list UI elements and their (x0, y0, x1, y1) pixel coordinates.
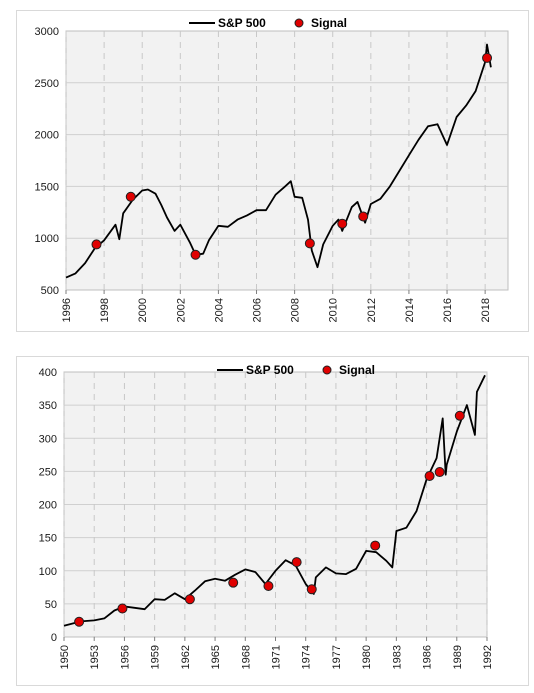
x-tick-label: 1971 (271, 645, 283, 669)
x-tick-label: 2016 (442, 298, 454, 322)
x-tick-label: 1992 (482, 645, 494, 669)
x-tick-label: 1989 (452, 645, 464, 669)
legend-marker-signal (322, 365, 332, 375)
x-tick-label: 2014 (404, 298, 416, 322)
y-tick-label: 500 (41, 285, 59, 297)
x-tick-label: 2008 (290, 298, 302, 322)
signal-point (91, 239, 102, 250)
sp500-series-line (65, 43, 492, 279)
signal-point (306, 584, 317, 595)
plot-area (65, 30, 509, 291)
y-tick-label: 50 (45, 599, 57, 611)
y-tick-label: 3000 (35, 26, 59, 38)
y-tick-label: 2500 (35, 78, 59, 90)
x-tick-label: 2018 (480, 298, 492, 322)
y-tick-label: 400 (39, 367, 57, 379)
signal-point (454, 410, 465, 421)
chart-panel-2: 0 50 100 150 200 250 300 350 400 1950 1953 1956 1959… (16, 356, 529, 686)
x-tick-label: 1953 (89, 645, 101, 669)
x-tick-label: 1983 (391, 645, 403, 669)
y-tick-label: 100 (39, 566, 57, 578)
signal-point (291, 557, 302, 568)
x-tick-label: 1950 (59, 645, 71, 669)
legend-marker-signal (294, 18, 304, 28)
x-tick-label: 1962 (180, 645, 192, 669)
signal-point (263, 580, 274, 591)
x-tick-label: 1977 (331, 645, 343, 669)
legend-label-sp500: S&P 500 (218, 16, 266, 30)
x-tick-label: 1974 (301, 645, 313, 669)
signal-point (370, 540, 381, 551)
x-tick-label: 1998 (99, 298, 111, 322)
sp500-series-line (63, 374, 486, 627)
signal-point (74, 616, 85, 627)
x-tick-label: 1956 (119, 645, 131, 669)
x-tick-label: 1980 (361, 645, 373, 669)
signal-point (482, 52, 493, 63)
signal-point (190, 249, 201, 260)
x-tick-label: 2010 (328, 298, 340, 322)
chart-2-svg: 0 50 100 150 200 250 300 350 400 1950 1953 1956 1959… (39, 363, 494, 669)
signal-point (358, 211, 369, 222)
legend-label-sp500: S&P 500 (246, 363, 294, 377)
y-tick-label: 300 (39, 433, 57, 445)
y-tick-label: 1000 (35, 233, 59, 245)
x-tick-label: 2002 (175, 298, 187, 322)
signal-point (304, 238, 315, 249)
signal-point (434, 467, 445, 478)
signal-point (184, 594, 195, 605)
x-tick-label: 1965 (210, 645, 222, 669)
y-tick-label: 250 (39, 466, 57, 478)
y-tick-label: 200 (39, 500, 57, 512)
x-tick-label: 1986 (422, 645, 434, 669)
x-tick-label: 2012 (366, 298, 378, 322)
signal-point (424, 471, 435, 482)
y-tick-label: 350 (39, 400, 57, 412)
x-tick-label: 1968 (240, 645, 252, 669)
legend-label-signal: Signal (339, 363, 375, 377)
y-tick-label: 2000 (35, 130, 59, 142)
x-tick-label: 2004 (213, 298, 225, 322)
y-tick-label: 150 (39, 533, 57, 545)
x-tick-label: 2006 (252, 298, 264, 322)
signal-point (125, 191, 136, 202)
y-tick-label: 0 (51, 632, 57, 644)
signal-point (228, 577, 239, 588)
x-tick-label: 2000 (137, 298, 149, 322)
x-tick-label: 1959 (150, 645, 162, 669)
signal-point (117, 603, 128, 614)
signal-point (337, 218, 348, 229)
chart-panel-1: 500 1000 1500 2000 2500 3000 1996 1998 2000 2002 2… (16, 10, 529, 332)
chart-1-svg: 500 1000 1500 2000 2500 3000 1996 1998 2000 2002 2… (35, 16, 509, 322)
y-tick-label: 1500 (35, 181, 59, 193)
legend-label-signal: Signal (311, 16, 347, 30)
x-tick-label: 1996 (61, 298, 73, 322)
